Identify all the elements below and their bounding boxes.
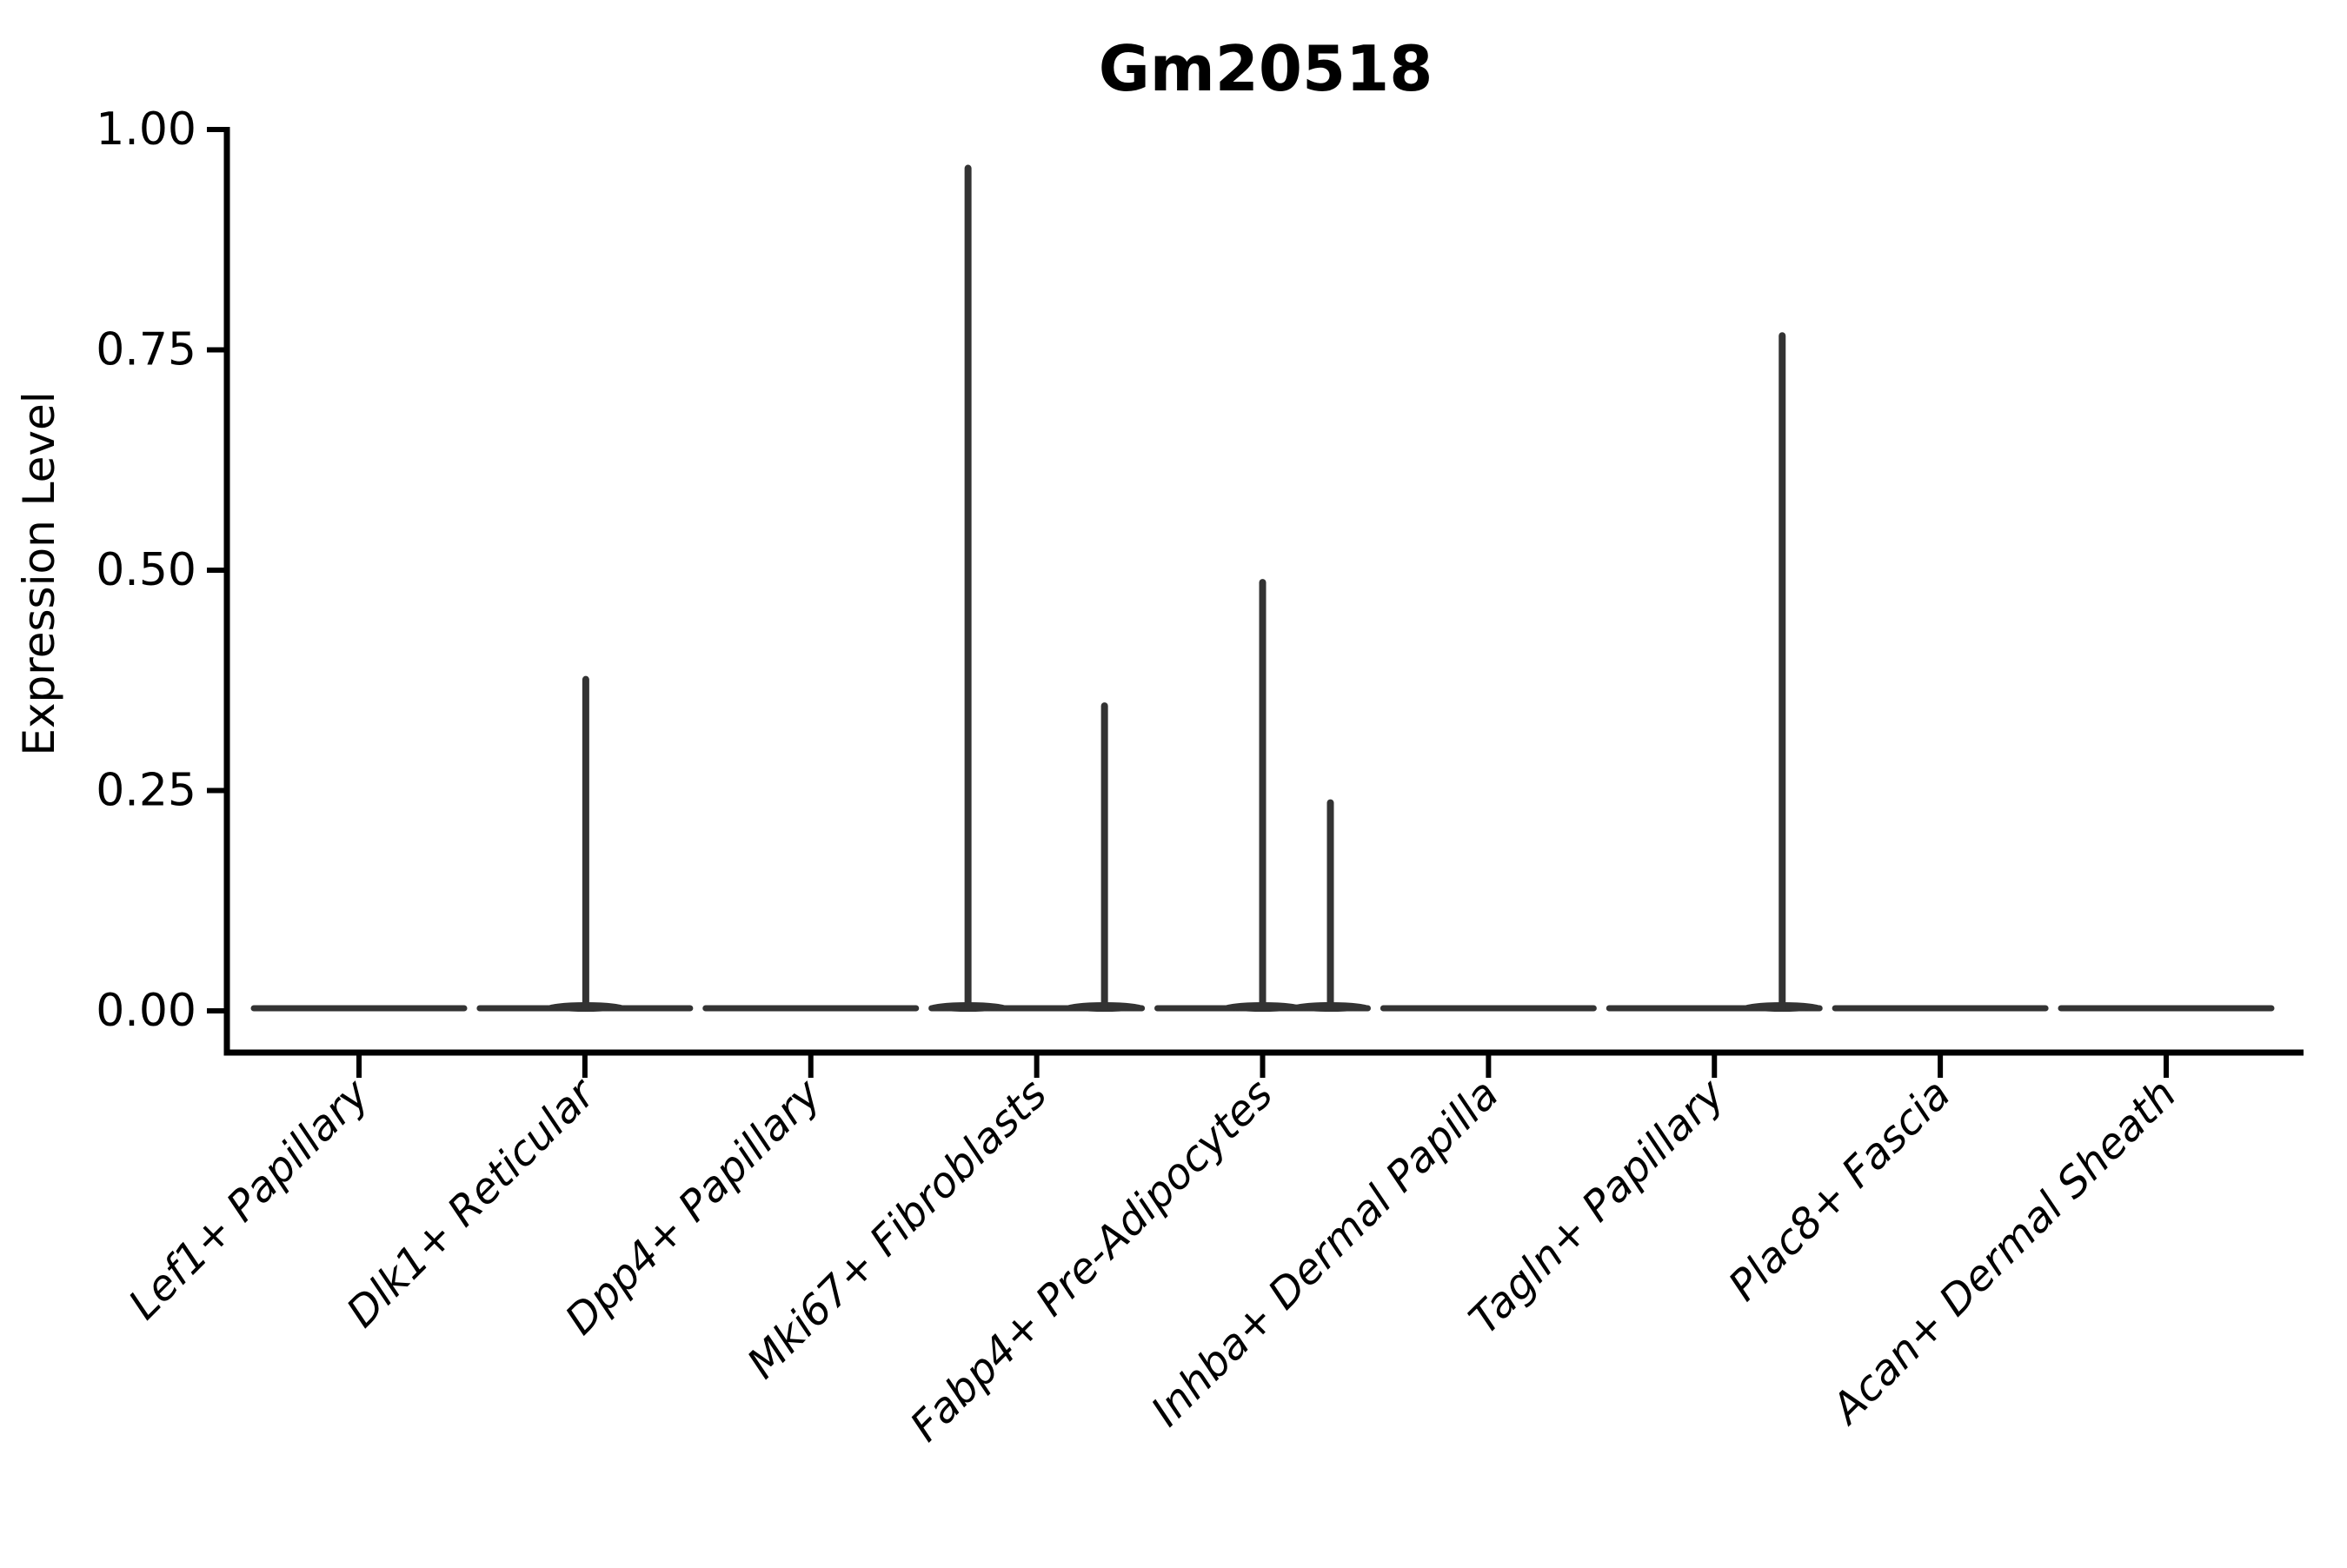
y-axis-label: Expression Level (14, 391, 64, 755)
violins (250, 164, 2275, 1012)
y-ticks: 0.00 0.25 0.50 0.75 1.00 (96, 103, 224, 1037)
y-tick-label: 0.00 (96, 985, 196, 1037)
y-tick-label: 1.00 (96, 103, 196, 156)
axes (223, 127, 2304, 1056)
y-tick-label: 0.50 (96, 544, 196, 596)
x-tick-label: Fabp4+ Pre-Adipocytes (901, 1070, 1282, 1452)
x-tick-label: Lef1+ Papillary (119, 1069, 379, 1329)
plot-title: Gm20518 (1099, 32, 1433, 105)
x-tick-label: Dlk1+ Reticular (337, 1068, 607, 1338)
y-tick-label: 0.75 (96, 324, 196, 376)
x-tick-label: Plac8+ Fascia (1719, 1070, 1960, 1311)
y-tick-label: 0.25 (96, 765, 196, 817)
